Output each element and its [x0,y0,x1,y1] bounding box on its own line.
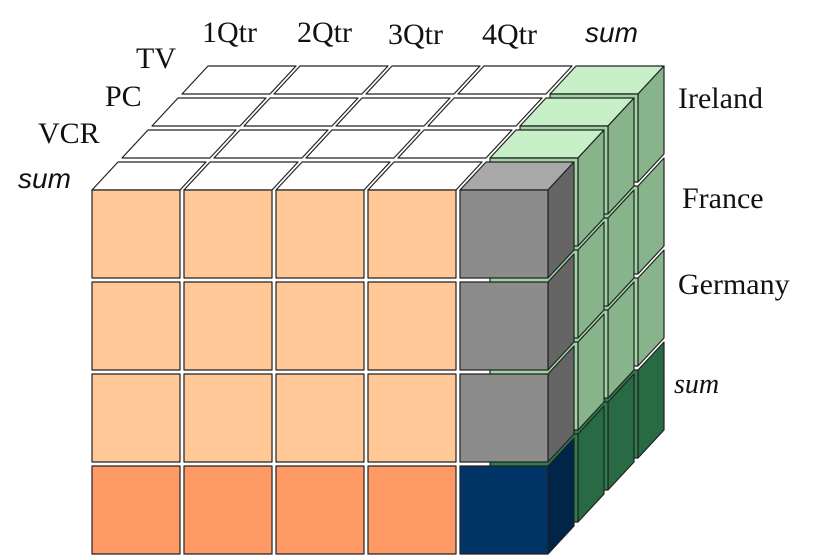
cell-d0-r1-c1-front-face [183,281,273,371]
cell-d0-r1-c2-front-face [275,281,365,371]
cell-d1-r0-c1-top-face [213,129,329,159]
cell-d0-r1-c4-front-face [459,281,549,371]
cell-d1-r0-c0-top-face [121,129,237,159]
cell-d0-r2-c1-front-face [183,373,273,463]
cube-cells [91,65,665,555]
cell-d1-r0-c2-top-face [305,129,421,159]
country-label-germany: Germany [678,268,790,301]
country-sum-label: sum [674,369,719,400]
cell-d3-r0-c0-top-face [181,65,297,95]
cell-d0-r2-c0-front-face [91,373,181,463]
cell-d0-r2-c3-front-face [367,373,457,463]
quarter-label-2: 2Qtr [297,16,352,49]
cell-d2-r0-c0-top-face [151,97,267,127]
country-label-ireland: Ireland [678,82,763,115]
cell-d3-r0-c1-top-face [273,65,389,95]
cell-d0-r3-c4-front-face [459,465,549,555]
cell-d2-r0-c2-top-face [335,97,451,127]
cell-d0-r1-c0-front-face [91,281,181,371]
quarter-label-3: 3Qtr [388,18,443,51]
product-label-vcr: VCR [38,117,100,150]
cell-d2-r0-c1-top-face [243,97,359,127]
cell-d0-r0-c3-front-face [367,189,457,279]
cell-d1-r0-c3-top-face [397,129,513,159]
cell-d3-r0-c3-top-face [457,65,573,95]
cell-d0-r2-c4-front-face [459,373,549,463]
cell-d0-r3-c1-front-face [183,465,273,555]
cell-d0-r3-c2-front-face [275,465,365,555]
quarter-label-1: 1Qtr [202,16,257,49]
cell-d3-r0-c2-top-face [365,65,481,95]
cell-d0-r3-c0-front-face [91,465,181,555]
cell-d0-r0-c2-front-face [275,189,365,279]
cell-d0-r1-c3-front-face [367,281,457,371]
product-label-tv: TV [136,42,176,75]
cell-d0-r2-c2-front-face [275,373,365,463]
cell-d0-r0-c1-front-face [183,189,273,279]
cell-d2-r0-c3-top-face [427,97,543,127]
cell-d0-r0-c4-front-face [459,189,549,279]
cell-d0-r0-c0-front-face [91,189,181,279]
cell-d0-r3-c3-front-face [367,465,457,555]
quarter-label-4: 4Qtr [482,18,537,51]
product-label-pc: PC [105,80,142,113]
product-sum-label: sum [18,163,71,194]
quarter-sum-label: sum [585,17,638,48]
country-label-france: France [682,182,764,215]
